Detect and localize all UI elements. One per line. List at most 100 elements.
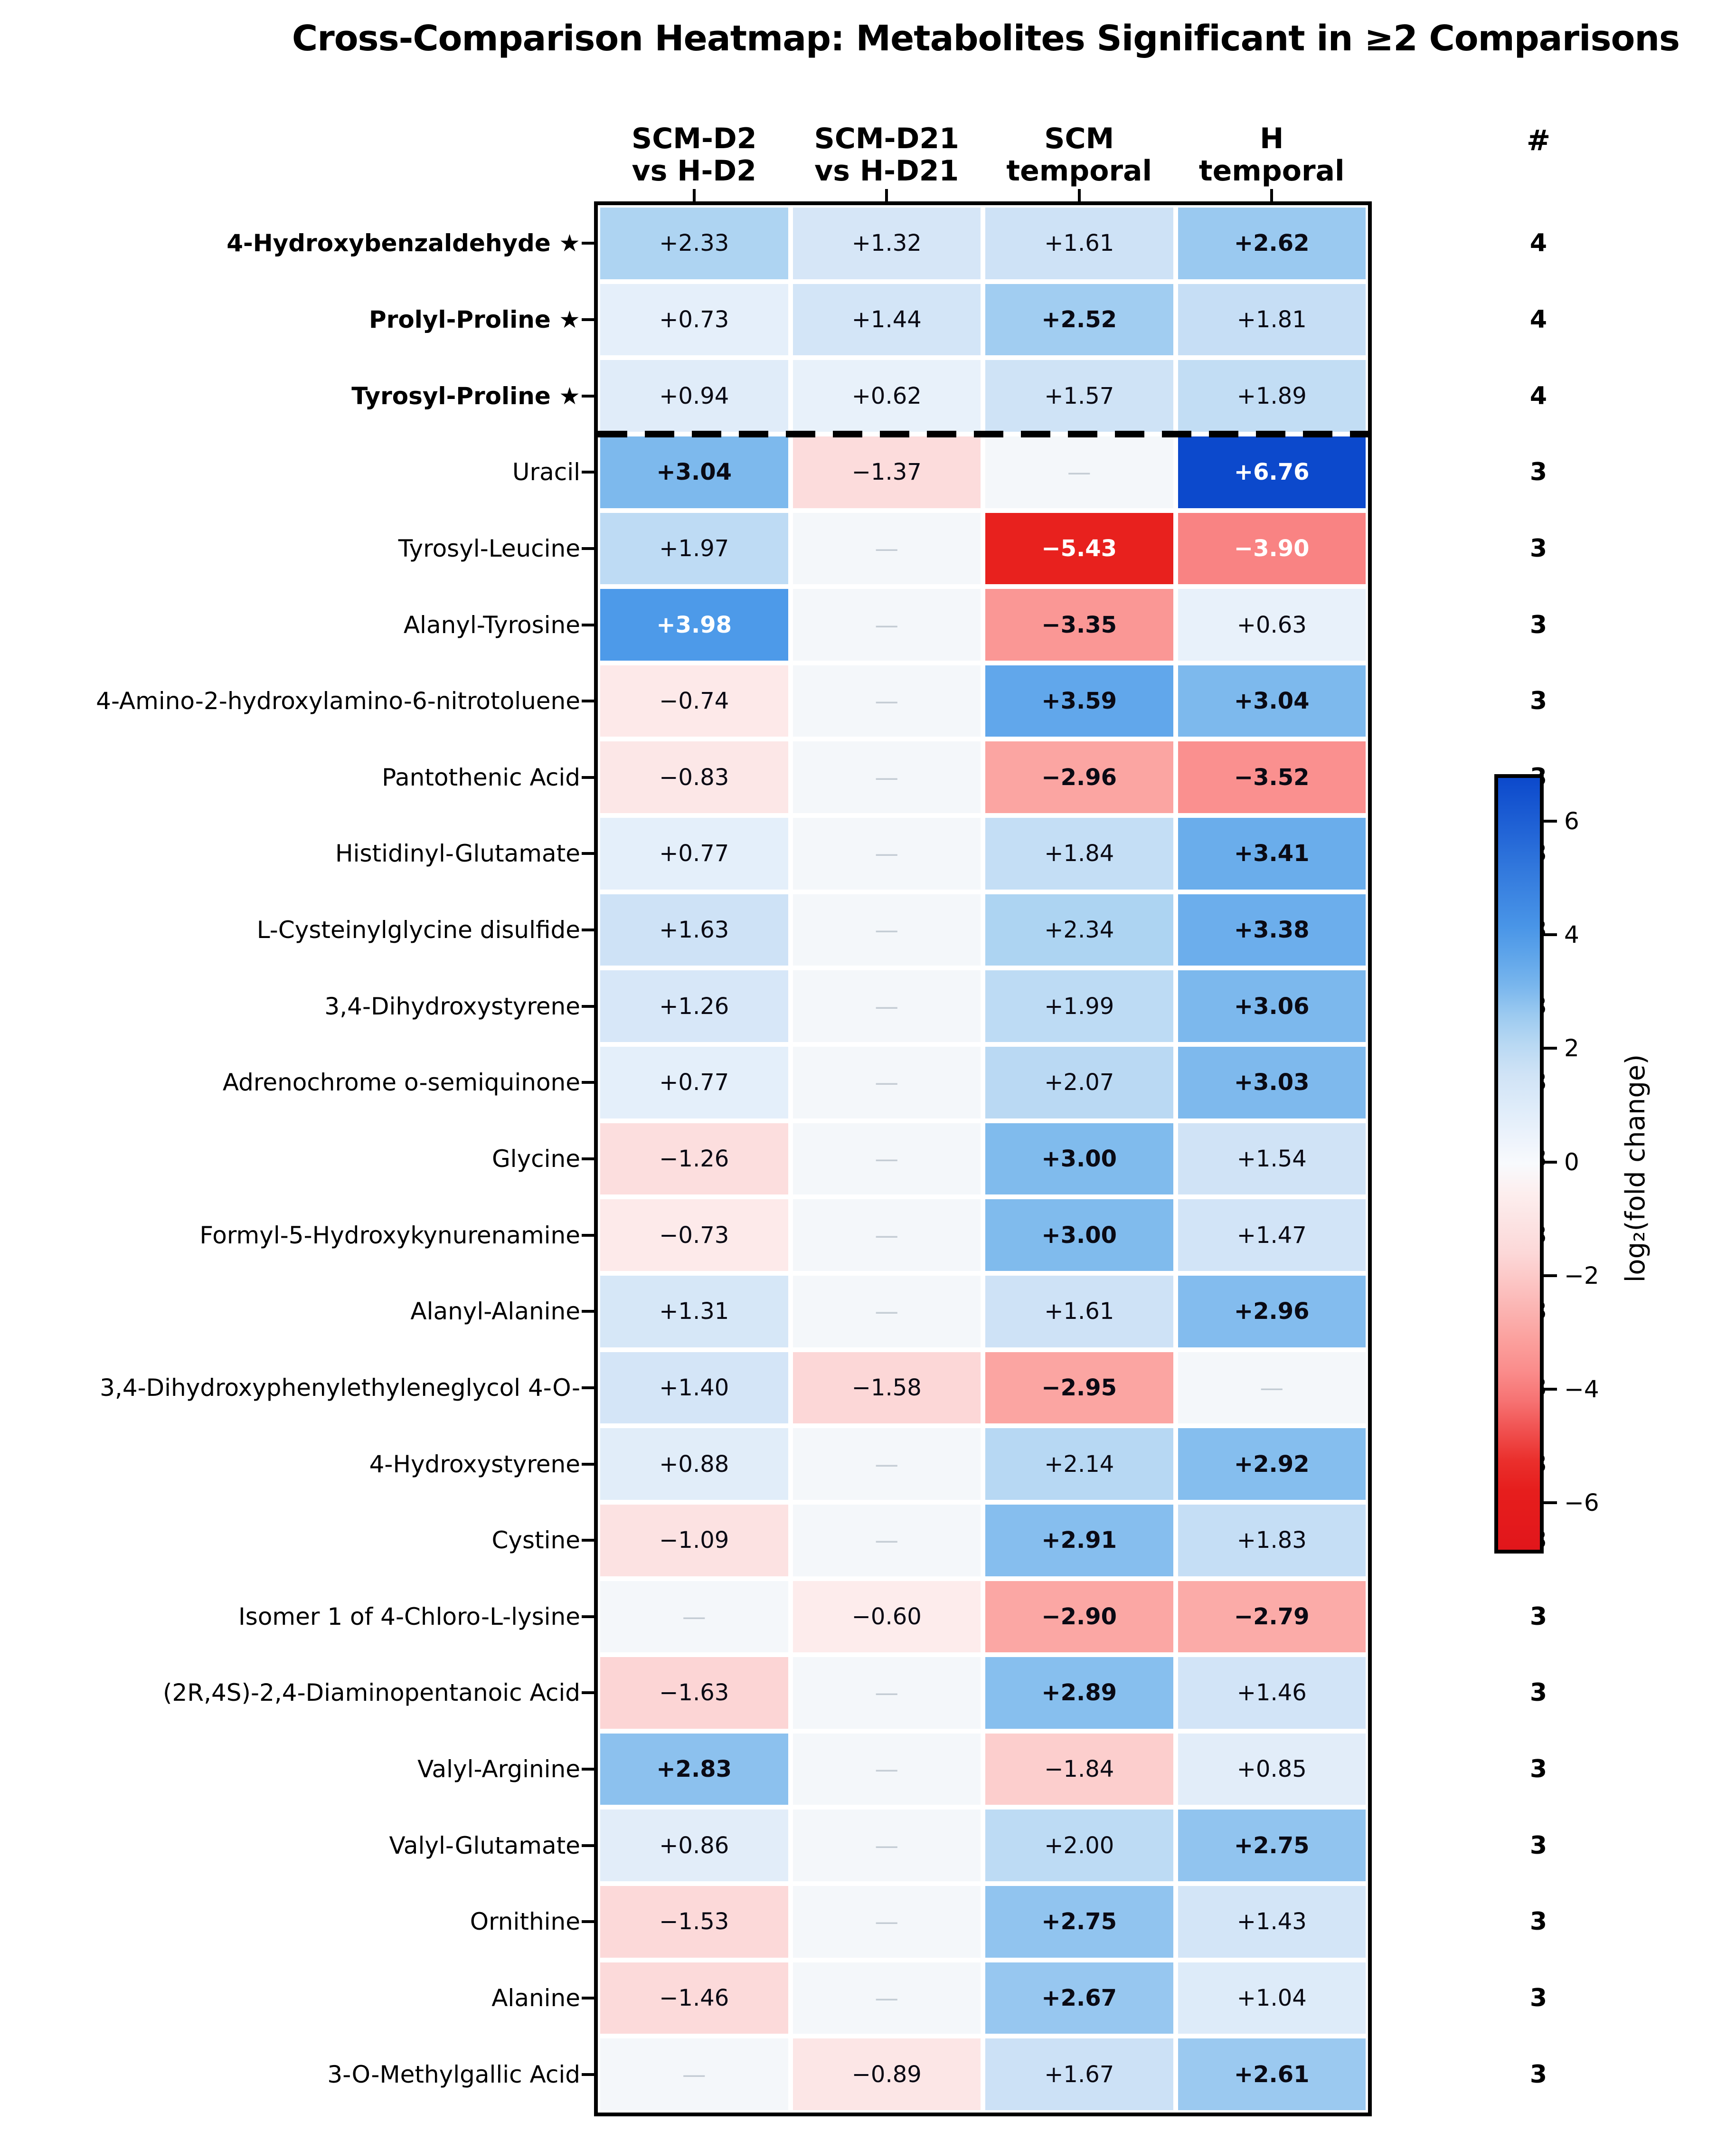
heatmap-cell: +1.89: [1178, 360, 1366, 432]
heatmap-cell: +3.06: [1178, 970, 1366, 1042]
row-tick: [582, 471, 594, 474]
row-label: Valyl-Glutamate: [389, 1831, 581, 1859]
heatmap-cell: +2.62: [1178, 208, 1366, 279]
row-label: Adrenochrome o-semiquinone: [222, 1069, 580, 1097]
row-tick: [582, 1920, 594, 1924]
heatmap-cell: +2.14: [985, 1428, 1173, 1500]
heatmap-cell: +1.97: [600, 512, 788, 585]
heatmap-cell: +1.67: [985, 2038, 1173, 2110]
colorbar-tick: [1544, 1501, 1557, 1505]
column-header-scm_temporal: SCM temporal: [1006, 122, 1152, 188]
heatmap-cell: −0.73: [600, 1199, 788, 1271]
heatmap-cell: +0.85: [1178, 1733, 1366, 1805]
heatmap-cell: +2.34: [985, 894, 1173, 966]
row-label: Prolyl-Proline ★: [369, 305, 580, 333]
heatmap-cell: +2.91: [985, 1504, 1173, 1576]
row-label: Pantothenic Acid: [382, 763, 580, 791]
count-value: 3: [1529, 534, 1547, 563]
colorbar-tick-label: 0: [1564, 1148, 1579, 1176]
heatmap-cell: +0.94: [600, 360, 788, 432]
heatmap-cell: −2.95: [985, 1352, 1173, 1424]
count-value: 3: [1529, 1755, 1547, 1784]
heatmap-cell: −1.84: [985, 1733, 1173, 1805]
heatmap-cell: −3.52: [1178, 741, 1366, 814]
count-value: 3: [1529, 1831, 1547, 1860]
heatmap-cell: +1.99: [985, 970, 1173, 1042]
colorbar-tick-label: −6: [1564, 1489, 1599, 1517]
count-value: 3: [1529, 1907, 1547, 1936]
heatmap-cell: −1.26: [600, 1123, 788, 1195]
column-header-scm_d2_vs_h_d2: SCM-D2 vs H-D2: [632, 122, 757, 188]
heatmap-cell: −0.74: [600, 665, 788, 737]
count-value: 3: [1529, 610, 1547, 639]
colorbar-tick: [1544, 1160, 1557, 1164]
row-label: 3,4-Dihydroxyphenylethyleneglycol 4-O-: [100, 1374, 580, 1402]
colorbar-tick-label: 6: [1564, 807, 1579, 835]
column-header-scm_d21_vs_h_d21: SCM-D21 vs H-D21: [814, 122, 959, 188]
heatmap-cell-missing: —: [1178, 1352, 1366, 1424]
heatmap-cell: +1.57: [985, 360, 1173, 432]
colorbar-tick: [1544, 1047, 1557, 1050]
row-label: Histidinyl-Glutamate: [335, 840, 580, 868]
heatmap-cell-missing: —: [600, 2038, 788, 2110]
heatmap-cell: +1.31: [600, 1275, 788, 1347]
heatmap-cell: +6.76: [1178, 436, 1366, 508]
row-tick: [582, 1844, 594, 1847]
heatmap-cell-missing: —: [793, 1428, 981, 1500]
heatmap-cell-missing: —: [793, 970, 981, 1042]
colorbar: [1494, 774, 1544, 1554]
heatmap-cell: +0.73: [600, 284, 788, 356]
heatmap-cell-missing: —: [793, 818, 981, 890]
heatmap-cell-missing: —: [793, 894, 981, 966]
heatmap-cell-missing: —: [793, 1275, 981, 1347]
row-tick: [582, 623, 594, 626]
heatmap-cell: −0.89: [793, 2038, 981, 2110]
heatmap-cell: +0.62: [793, 360, 981, 432]
row-label: 4-Amino-2-hydroxylamino-6-nitrotoluene: [96, 687, 580, 715]
heatmap-cell: +0.77: [600, 818, 788, 890]
heatmap-cell: −1.53: [600, 1886, 788, 1958]
heatmap-cell: +2.61: [1178, 2038, 1366, 2110]
heatmap-cell-missing: —: [793, 1733, 981, 1805]
heatmap-cell: +2.75: [985, 1886, 1173, 1958]
heatmap-cell: +3.04: [600, 436, 788, 508]
count-value: 3: [1529, 2060, 1547, 2089]
row-label: Isomer 1 of 4-Chloro-L-lysine: [238, 1602, 580, 1630]
heatmap-cell: +1.46: [1178, 1657, 1366, 1729]
heatmap-cell: +3.03: [1178, 1047, 1366, 1118]
heatmap-cell: +1.40: [600, 1352, 788, 1424]
heatmap-cell: +0.63: [1178, 589, 1366, 661]
heatmap-cell: +2.67: [985, 1962, 1173, 2034]
heatmap-cell-missing: —: [793, 1047, 981, 1118]
heatmap-cell: −1.37: [793, 436, 981, 508]
row-tick: [582, 1462, 594, 1466]
heatmap-cell: +3.38: [1178, 894, 1366, 966]
count-value: 3: [1529, 1602, 1547, 1631]
row-label: L-Cysteinylglycine disulfide: [256, 916, 580, 944]
heatmap-cell: +1.61: [985, 208, 1173, 279]
heatmap-cell: +2.07: [985, 1047, 1173, 1118]
row-tick: [582, 547, 594, 550]
heatmap-cell-missing: —: [793, 1657, 981, 1729]
heatmap-cell: −3.35: [985, 589, 1173, 661]
row-tick: [582, 1691, 594, 1695]
heatmap-cell-missing: —: [985, 436, 1173, 508]
heatmap-cell-missing: —: [793, 1886, 981, 1958]
heatmap-cell: +3.59: [985, 665, 1173, 737]
colorbar-tick: [1544, 819, 1557, 823]
row-label: 4-Hydroxystyrene: [369, 1450, 580, 1478]
row-tick: [582, 1004, 594, 1008]
heatmap-cell: +2.96: [1178, 1275, 1366, 1347]
heatmap-cell: +3.41: [1178, 818, 1366, 890]
heatmap-cell: +2.75: [1178, 1810, 1366, 1882]
row-tick: [582, 1081, 594, 1084]
row-tick: [582, 1233, 594, 1237]
row-label: Formyl-5-Hydroxykynurenamine: [199, 1221, 580, 1249]
count-column-header: #: [1526, 124, 1551, 157]
heatmap-cell: −2.90: [985, 1581, 1173, 1653]
row-label: 4-Hydroxybenzaldehyde ★: [226, 229, 580, 257]
count-value: 3: [1529, 1984, 1547, 2013]
dashed-separator-line: [598, 430, 1368, 437]
count-value: 3: [1529, 458, 1547, 487]
